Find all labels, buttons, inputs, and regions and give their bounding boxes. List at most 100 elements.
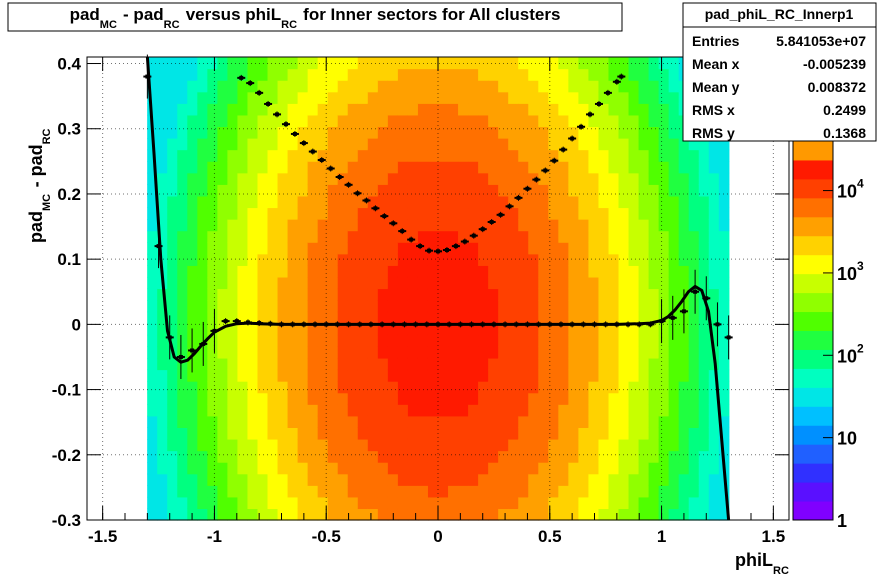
heatmap-cell (357, 80, 369, 93)
heatmap-cell (638, 195, 650, 209)
heatmap-cell (357, 369, 369, 382)
heatmap-cell (377, 103, 389, 116)
heatmap-cell (407, 219, 419, 232)
heatmap-cell (287, 207, 299, 220)
heatmap-cell (147, 207, 158, 220)
heatmap-cell (648, 172, 660, 185)
heatmap-cell (508, 207, 519, 220)
heatmap-cell (488, 485, 499, 498)
heatmap-cell (377, 404, 389, 417)
heatmap-cell (327, 265, 339, 278)
heatmap-cell (177, 68, 188, 81)
heatmap-cell (488, 369, 499, 382)
heatmap-cell (357, 172, 369, 185)
heatmap-cell (558, 404, 569, 417)
heatmap-cell (588, 219, 600, 232)
heatmap-cell (197, 126, 208, 139)
heatmap-cell (718, 253, 730, 266)
heatmap-cell (568, 485, 579, 498)
heatmap-cell (387, 311, 399, 324)
heatmap-cell (678, 485, 690, 498)
heatmap-cell (157, 253, 168, 266)
data-marker-dot (489, 219, 494, 224)
heatmap-cell (287, 138, 299, 151)
data-marker-dot (190, 348, 195, 353)
heatmap-cell (327, 138, 339, 151)
heatmap-cell (518, 126, 529, 139)
heatmap-cell (157, 415, 168, 428)
heatmap-cell (337, 161, 349, 174)
heatmap-cell (598, 346, 610, 359)
heatmap-cell (147, 91, 158, 104)
heatmap-cell (397, 68, 409, 81)
heatmap-cell (668, 276, 680, 290)
heatmap-cell (427, 242, 439, 255)
heatmap-cell (237, 195, 249, 209)
heatmap-cell (498, 126, 509, 139)
heatmap-cell (658, 462, 670, 475)
heatmap-cell (377, 323, 389, 336)
heatmap-cell (438, 219, 449, 232)
heatmap-cell (578, 68, 590, 81)
heatmap-cell (518, 161, 529, 174)
heatmap-cell (628, 184, 640, 197)
heatmap-cell (417, 404, 429, 417)
heatmap-cell (387, 80, 399, 93)
heatmap-cell (568, 438, 579, 452)
heatmap-cell (367, 334, 379, 347)
heatmap-cell (347, 184, 359, 197)
heatmap-cell (438, 323, 449, 336)
heatmap-cell (387, 253, 399, 266)
heatmap-cell (337, 334, 349, 347)
heatmap-cell (448, 195, 459, 209)
heatmap-cell (618, 334, 630, 347)
heatmap-cell (598, 450, 610, 463)
heatmap-cell (658, 219, 670, 232)
heatmap-cell (367, 438, 379, 452)
heatmap-cell (598, 438, 610, 452)
heatmap-cell (648, 253, 660, 266)
heatmap-cell (357, 91, 369, 104)
heatmap-cell (598, 427, 610, 440)
heatmap-cell (367, 357, 379, 371)
heatmap-cell (387, 438, 399, 452)
heatmap-cell (377, 265, 389, 278)
data-marker-dot (266, 101, 271, 106)
heatmap-cell (628, 80, 640, 93)
heatmap-cell (718, 438, 730, 452)
heatmap-cell (407, 265, 419, 278)
heatmap-cell (207, 427, 218, 440)
heatmap-cell (177, 91, 188, 104)
data-marker-dot (346, 322, 351, 327)
heatmap-cell (508, 219, 519, 232)
heatmap-cell (267, 91, 279, 104)
heatmap-cell (187, 485, 198, 498)
heatmap-cell (568, 68, 579, 81)
heatmap-cell (237, 172, 249, 185)
heatmap-cell (417, 427, 429, 440)
heatmap-cell (217, 381, 228, 394)
heatmap-cell (337, 404, 349, 417)
heatmap-cell (598, 357, 610, 371)
heatmap-cell (598, 265, 610, 278)
heatmap-cell (638, 138, 650, 151)
heatmap-cell (568, 381, 579, 394)
heatmap-cell (688, 369, 700, 382)
heatmap-cell (367, 300, 379, 313)
heatmap-cell (618, 91, 630, 104)
heatmap-cell (247, 438, 259, 452)
heatmap-cell (387, 230, 399, 243)
heatmap-cell (668, 172, 680, 185)
heatmap-cell (397, 138, 409, 151)
heatmap-cell (347, 219, 359, 232)
heatmap-cell (387, 404, 399, 417)
heatmap-cell (237, 138, 249, 151)
heatmap-cell (197, 288, 208, 301)
heatmap-cell (167, 114, 178, 128)
heatmap-cell (478, 369, 489, 382)
heatmap-cell (297, 323, 309, 336)
heatmap-cell (678, 473, 690, 486)
heatmap-cell (397, 184, 409, 197)
heatmap-cell (638, 172, 650, 185)
heatmap-cell (287, 473, 299, 486)
